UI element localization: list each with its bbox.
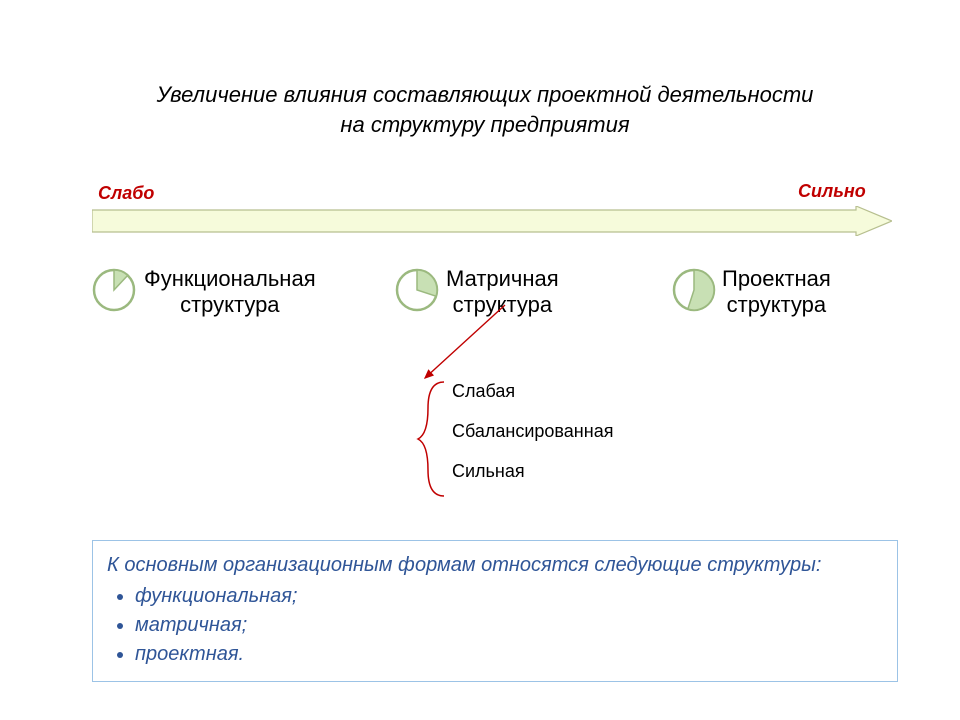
structure-label: Проектнаяструктура <box>722 266 831 319</box>
note-bullet: функциональная; <box>135 582 883 611</box>
matrix-subtype-item: Сбалансированная <box>452 421 613 442</box>
slide-title: Увеличение влияния составляющих проектно… <box>155 80 815 139</box>
structure-label-line1: Матричная <box>446 266 559 291</box>
structure-label: Функциональнаяструктура <box>144 266 316 319</box>
note-box: К основным организационным формам относя… <box>92 540 898 682</box>
structure-label-line2: структура <box>722 292 831 318</box>
scale-label-strong: Сильно <box>798 181 866 202</box>
influence-arrow <box>92 206 892 236</box>
subtype-bracket <box>416 378 448 500</box>
structure-label-line1: Проектная <box>722 266 831 291</box>
structure-label-line1: Функциональная <box>144 266 316 291</box>
matrix-subtype-item: Слабая <box>452 381 515 402</box>
subtype-pointer-arrow <box>400 300 520 390</box>
structure-label-line2: структура <box>144 292 316 318</box>
structure-pie-icon <box>92 268 136 317</box>
note-lead: К основным организационным формам относя… <box>107 551 883 580</box>
matrix-subtype-item: Сильная <box>452 461 525 482</box>
slide-root: Увеличение влияния составляющих проектно… <box>0 0 960 720</box>
scale-label-weak: Слабо <box>98 183 154 204</box>
note-bullet: проектная. <box>135 640 883 669</box>
note-bullet-list: функциональная;матричная;проектная. <box>107 582 883 669</box>
structure-pie-icon <box>672 268 716 317</box>
note-bullet: матричная; <box>135 611 883 640</box>
